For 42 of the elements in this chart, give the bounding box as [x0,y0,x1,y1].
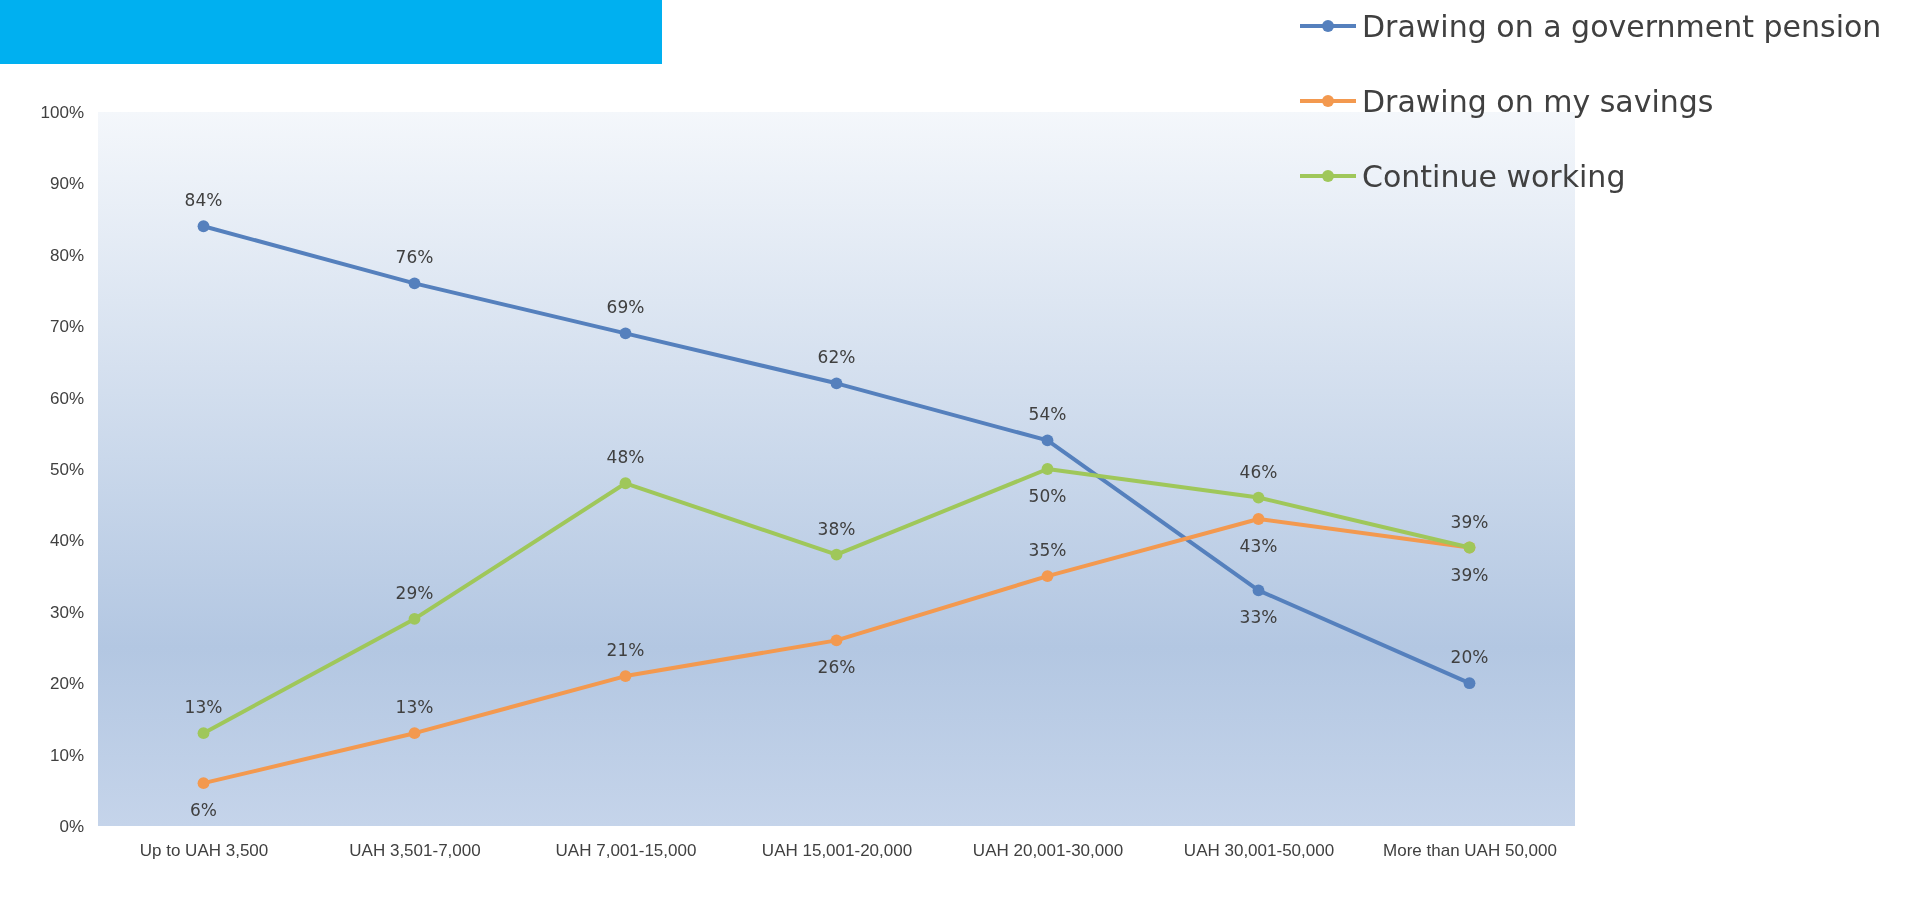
data-label: 69% [606,297,645,318]
data-label: 46% [1239,461,1278,482]
y-tick-label: 30% [49,602,84,622]
data-label: 13% [395,697,434,718]
data-label: 29% [395,582,434,603]
y-tick-label: 20% [49,674,84,694]
data-label: 6% [190,800,217,821]
data-label: 38% [817,518,856,539]
data-label: 20% [1450,647,1489,668]
data-label: 33% [1239,607,1278,628]
legend-label: Drawing on a government pension [1362,9,1882,44]
x-tick-label: UAH 30,001-50,000 [1183,841,1335,861]
y-tick-label: 0% [59,816,84,836]
x-tick-label: UAH 3,501-7,000 [349,841,481,861]
x-tick-label: UAH 20,001-30,000 [972,841,1124,861]
data-label: 76% [395,247,434,268]
data-label: 13% [184,697,223,718]
y-tick-label: 40% [49,531,84,551]
x-tick-label: More than UAH 50,000 [1383,841,1557,861]
x-tick-label: UAH 15,001-20,000 [761,841,913,861]
data-label: 62% [817,347,856,368]
data-label: 84% [184,190,223,211]
y-tick-label: 10% [49,745,84,765]
y-tick-label: 90% [49,174,84,194]
data-label: 39% [1450,511,1489,532]
y-tick-label: 60% [49,388,84,408]
y-tick-label: 80% [49,245,84,265]
data-label: 54% [1028,404,1067,425]
data-label: 39% [1450,564,1489,585]
data-label: 48% [606,447,645,468]
y-tick-label: 50% [49,459,84,479]
y-tick-label: 70% [49,317,84,337]
data-label: 35% [1028,540,1067,561]
data-label: 50% [1028,486,1067,506]
data-label: 26% [817,657,856,678]
x-tick-label: UAH 7,001-15,000 [555,841,697,861]
data-label: 43% [1239,535,1278,556]
legend-label: Continue working [1362,159,1626,194]
x-tick-label: Up to UAH 3,500 [139,841,269,861]
data-label: 21% [606,640,645,661]
y-tick-label: 100% [40,102,84,122]
legend-label: Drawing on my savings [1362,84,1714,119]
